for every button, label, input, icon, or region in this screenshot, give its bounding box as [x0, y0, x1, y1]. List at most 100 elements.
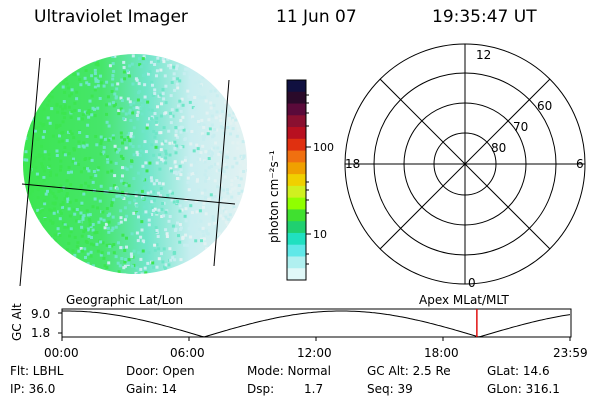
image-speckle — [220, 67, 224, 71]
image-speckle — [153, 248, 157, 252]
image-speckle — [122, 197, 126, 200]
image-speckle — [199, 219, 203, 223]
image-speckle — [241, 259, 245, 263]
image-speckle — [71, 249, 75, 253]
image-speckle — [61, 139, 65, 143]
image-speckle — [142, 73, 145, 77]
image-speckle — [140, 272, 144, 274]
image-speckle — [170, 108, 174, 112]
image-speckle — [163, 265, 167, 269]
image-speckle — [123, 77, 127, 81]
image-speckle — [140, 220, 144, 224]
image-speckle — [45, 83, 49, 87]
image-speckle — [62, 116, 66, 120]
image-speckle — [41, 166, 45, 170]
image-speckle — [35, 261, 39, 265]
image-speckle — [70, 132, 74, 136]
image-speckle — [234, 118, 238, 122]
image-speckle — [239, 235, 243, 239]
image-speckle — [203, 242, 207, 246]
image-speckle — [163, 74, 167, 78]
image-speckle — [211, 79, 215, 83]
image-speckle — [102, 256, 106, 260]
image-speckle — [121, 109, 125, 113]
image-speckle — [174, 165, 178, 169]
image-speckle — [189, 226, 193, 230]
image-speckle — [43, 202, 47, 206]
image-speckle — [25, 158, 29, 162]
image-speckle — [170, 81, 174, 84]
image-speckle — [32, 227, 36, 231]
image-speckle — [221, 235, 225, 239]
image-speckle — [140, 228, 144, 232]
image-speckle — [241, 140, 245, 144]
image-speckle — [31, 162, 35, 166]
image-speckle — [83, 76, 87, 80]
door-info: Door: Open — [126, 364, 195, 378]
image-speckle — [155, 211, 159, 215]
image-speckle — [137, 57, 141, 61]
image-speckle — [119, 216, 123, 220]
image-speckle — [232, 217, 236, 221]
image-speckle — [116, 261, 120, 265]
image-speckle — [27, 165, 31, 169]
image-speckle — [232, 227, 236, 231]
image-speckle — [46, 103, 50, 107]
image-speckle — [237, 106, 241, 110]
image-speckle — [218, 114, 222, 118]
image-speckle — [60, 257, 64, 261]
image-speckle — [27, 63, 31, 67]
image-speckle — [232, 241, 236, 245]
image-speckle — [136, 110, 140, 114]
image-speckle — [53, 201, 57, 205]
image-speckle — [59, 270, 63, 274]
image-speckle — [68, 214, 72, 218]
image-speckle — [151, 261, 155, 265]
image-speckle — [41, 135, 45, 139]
image-speckle — [171, 224, 175, 228]
image-speckle — [76, 241, 80, 245]
image-speckle — [168, 189, 172, 193]
image-speckle — [214, 116, 218, 120]
image-speckle — [236, 197, 240, 201]
image-speckle — [211, 216, 215, 220]
image-speckle — [175, 108, 179, 112]
image-speckle — [178, 164, 182, 168]
image-speckle — [179, 109, 183, 113]
image-speckle — [197, 156, 201, 159]
image-speckle — [210, 165, 214, 169]
image-speckle — [207, 59, 211, 63]
mlt-label-0: 0 — [468, 276, 476, 290]
image-speckle — [181, 145, 185, 149]
image-speckle — [234, 176, 238, 180]
image-speckle — [61, 251, 65, 255]
image-speckle — [38, 84, 42, 87]
time-tick-0600: 06:00 — [170, 346, 205, 360]
image-speckle — [239, 193, 243, 197]
image-speckle — [85, 143, 89, 147]
image-speckle — [78, 131, 82, 134]
image-speckle — [53, 273, 57, 274]
image-speckle — [231, 141, 235, 145]
image-speckle — [116, 187, 119, 191]
image-speckle — [82, 141, 86, 145]
image-speckle — [111, 55, 115, 58]
image-speckle — [128, 201, 132, 205]
image-speckle — [26, 75, 29, 79]
image-speckle — [220, 233, 224, 237]
image-speckle — [203, 268, 207, 272]
image-speckle — [96, 249, 100, 253]
image-speckle — [105, 112, 108, 116]
image-speckle — [237, 84, 241, 88]
image-speckle — [211, 195, 215, 199]
image-speckle — [201, 76, 205, 79]
image-speckle — [191, 73, 195, 77]
image-speckle — [102, 145, 106, 149]
image-speckle — [143, 205, 147, 209]
image-speckle — [154, 226, 158, 230]
image-speckle — [36, 57, 40, 61]
image-speckle — [61, 205, 65, 209]
image-speckle — [56, 256, 60, 260]
image-speckle — [73, 101, 77, 105]
image-speckle — [57, 255, 61, 259]
